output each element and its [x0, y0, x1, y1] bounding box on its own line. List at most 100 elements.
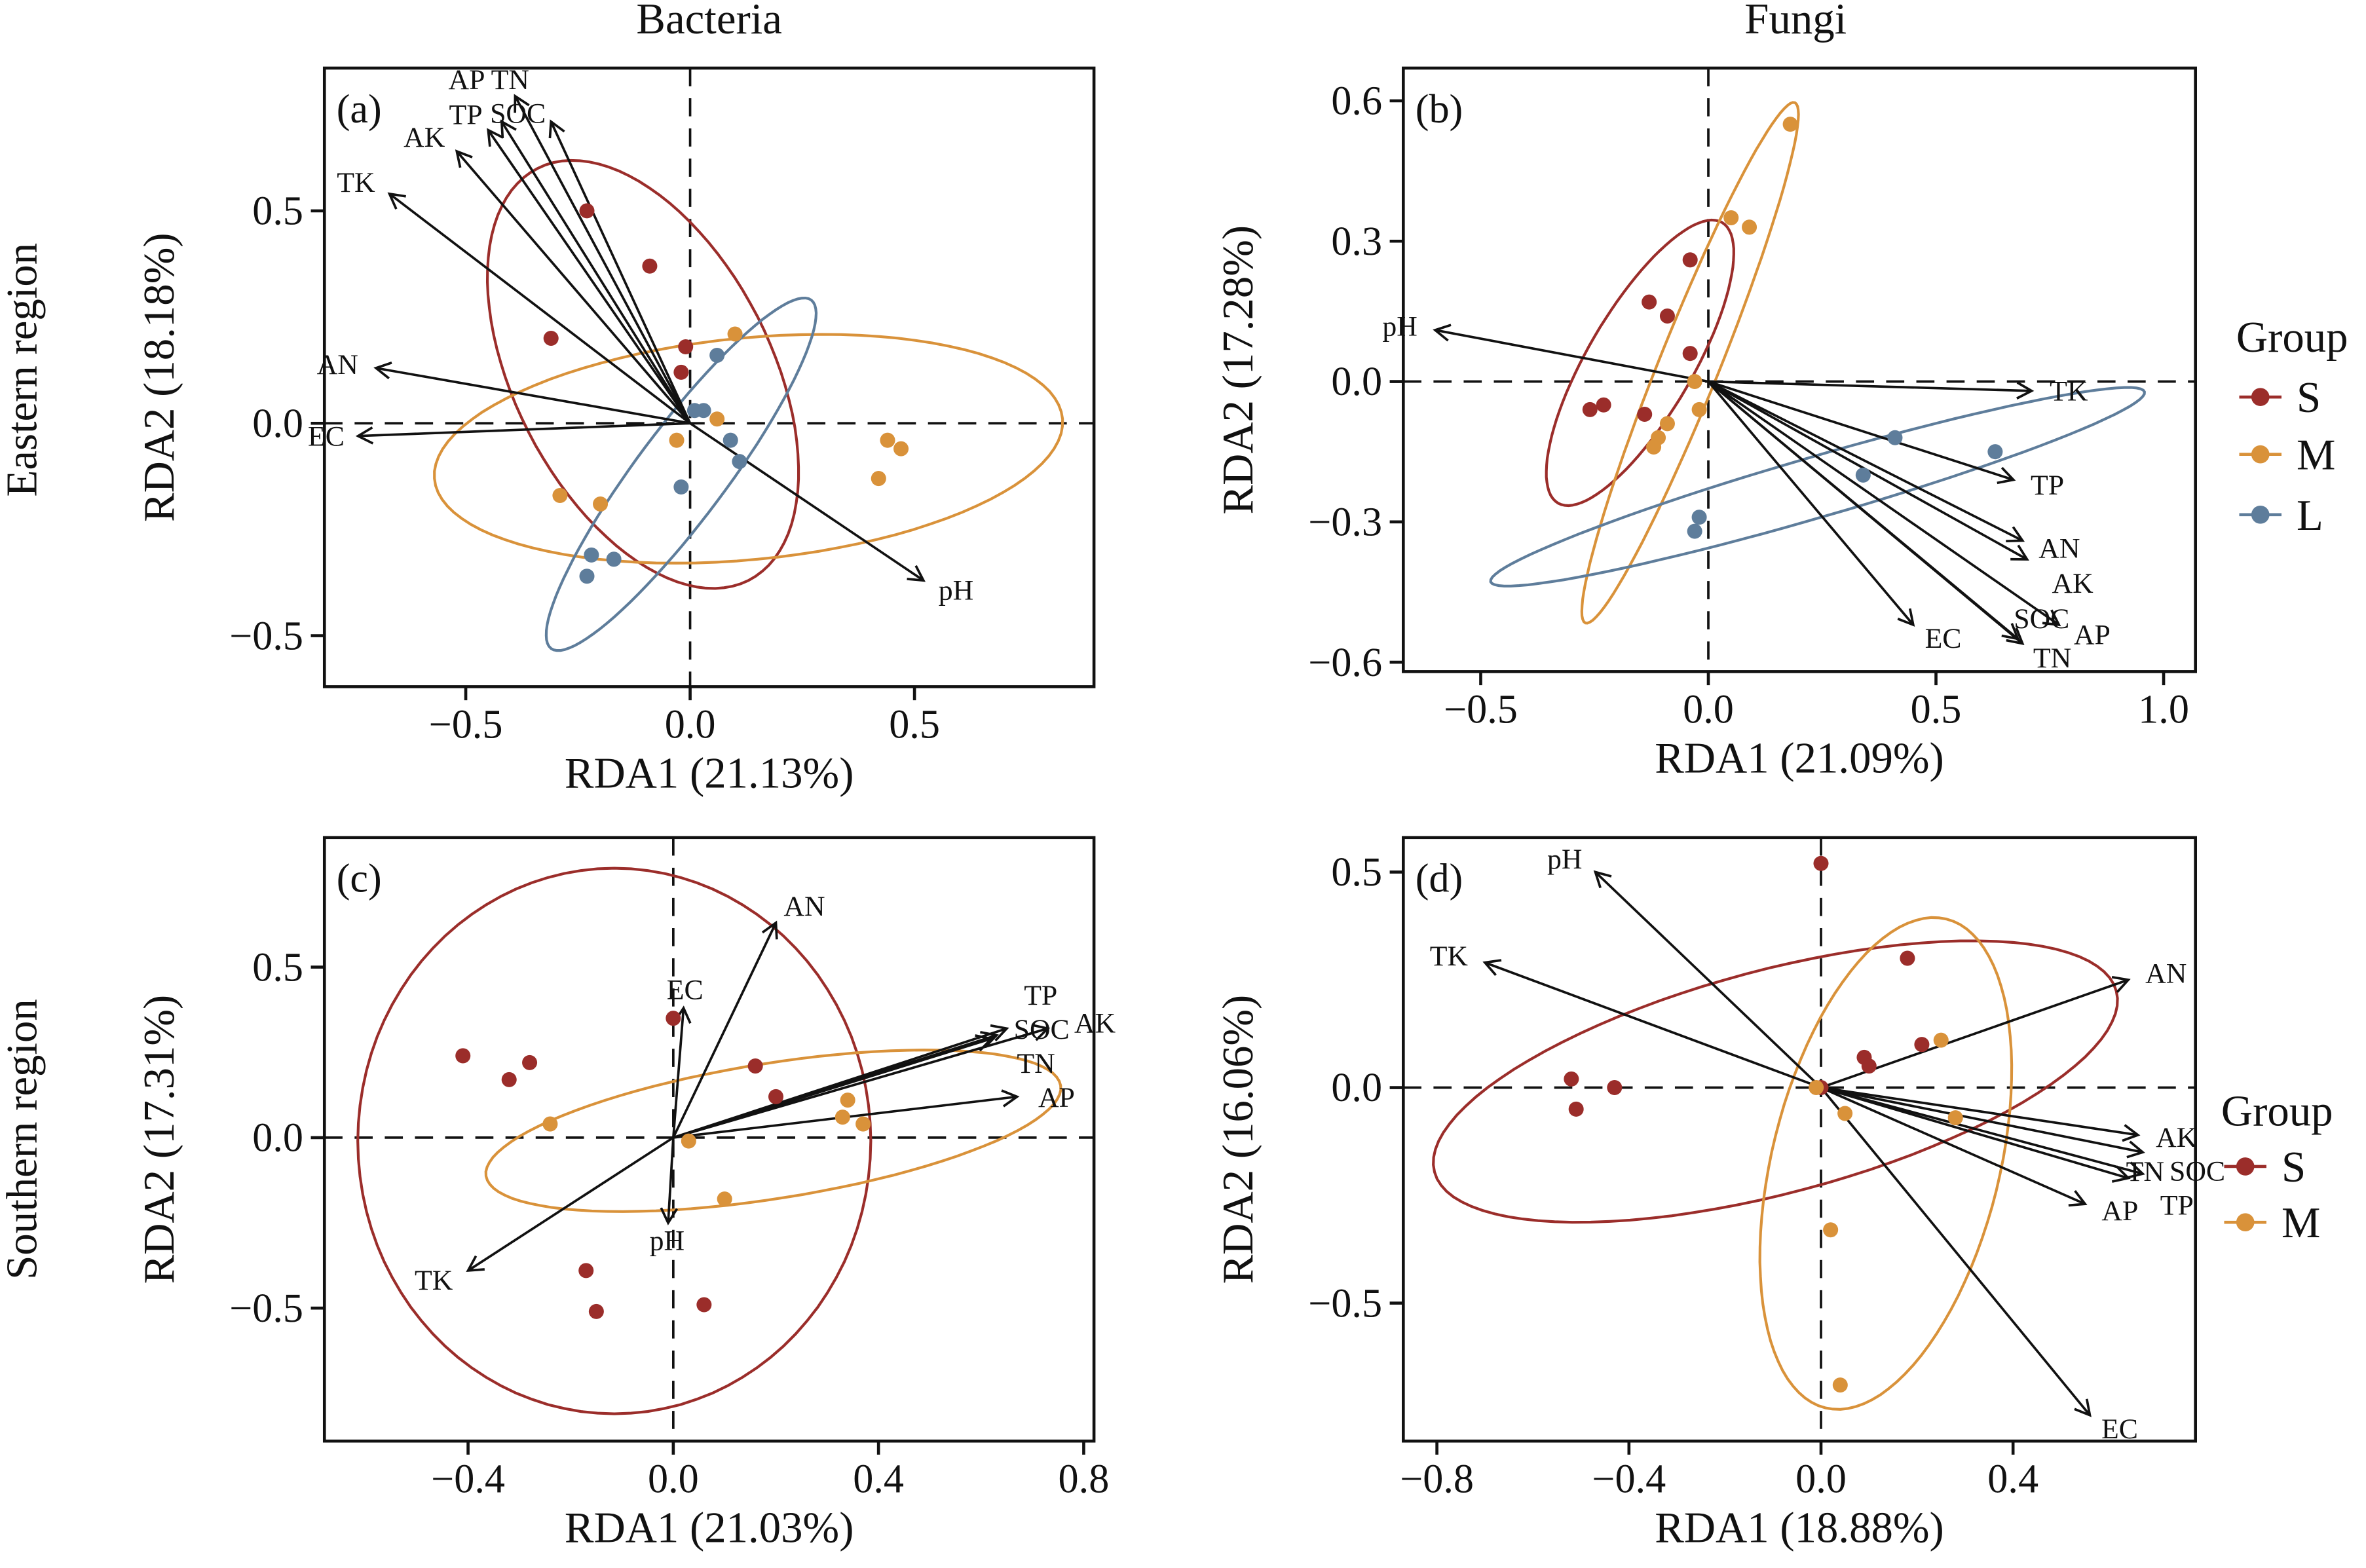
- x-axis-title: RDA1 (21.09%): [1655, 734, 1944, 783]
- env-vector-tp: [673, 1027, 1007, 1139]
- y-axis-title: RDA2 (17.28%): [1214, 225, 1262, 515]
- vector-label: pH: [1382, 311, 1417, 343]
- sample-point-l: [673, 479, 689, 495]
- sample-point-m: [727, 326, 743, 342]
- arrowhead-icon: [500, 119, 517, 139]
- x-axis-title: RDA1 (21.13%): [565, 749, 854, 798]
- arrowhead-icon: [660, 1207, 679, 1225]
- y-tick-label: 0.5: [1331, 850, 1382, 895]
- sample-point-l: [1691, 510, 1707, 525]
- confidence-ellipse-s: [1545, 218, 1735, 508]
- x-tick-label: 0.5: [889, 703, 940, 747]
- sample-point-s: [673, 364, 689, 380]
- y-axis-title: RDA2 (18.18%): [135, 233, 183, 522]
- legend-eastern: Group S M L: [2236, 313, 2348, 540]
- sample-point-l: [1687, 523, 1702, 539]
- sample-point-s: [678, 339, 694, 355]
- env-vector-ph: [1435, 329, 1709, 383]
- vector-label: TP: [2160, 1190, 2194, 1222]
- row-header-eastern: Eastern region: [0, 243, 46, 497]
- y-tick-label: 0.5: [252, 945, 303, 990]
- sample-point-s: [1568, 1101, 1584, 1117]
- arrowhead-icon: [2068, 1190, 2088, 1207]
- y-tick-label: 0.0: [1331, 360, 1382, 404]
- env-vector-ec: [672, 1007, 685, 1138]
- legend-item-l: L: [2239, 491, 2323, 540]
- vector-label: AP: [1038, 1082, 1075, 1113]
- y-tick-label: −0.5: [229, 614, 303, 658]
- vector-label: SOC: [490, 98, 546, 130]
- legend-label: M: [2282, 1199, 2320, 1247]
- env-vector-soc: [550, 121, 692, 424]
- arrowhead-icon: [907, 565, 926, 582]
- confidence-ellipse-m: [1758, 916, 2014, 1411]
- sample-point-l: [696, 403, 711, 419]
- plot-frame: [1402, 66, 2197, 673]
- sample-point-s: [522, 1055, 538, 1070]
- env-vector-ak: [673, 1027, 1049, 1139]
- arrowhead-icon: [355, 426, 374, 445]
- legend-label: S: [2297, 373, 2321, 422]
- sample-point-l: [584, 547, 599, 563]
- plot-frame: [322, 836, 1096, 1443]
- env-vector-ec: [1820, 1087, 2091, 1416]
- sample-point-s: [768, 1089, 784, 1104]
- x-tick-label: −0.8: [1400, 1457, 1474, 1502]
- sample-point-l: [1987, 444, 2003, 460]
- sample-point-m: [1659, 416, 1675, 432]
- vector-label: AN: [2038, 533, 2080, 565]
- legend-label: L: [2297, 491, 2323, 540]
- sample-point-s: [1900, 950, 1915, 966]
- vector-label: AK: [2052, 568, 2094, 599]
- sample-point-s: [1914, 1037, 1930, 1053]
- sample-point-m: [1691, 401, 1707, 417]
- x-tick-label: 0.5: [1911, 688, 1962, 732]
- plot-frame: [322, 66, 1096, 688]
- arrowhead-icon: [1897, 608, 1915, 627]
- y-tick-label: −0.5: [1308, 1281, 1382, 1326]
- legend-label: M: [2297, 431, 2335, 479]
- env-vector-tp: [487, 129, 692, 424]
- x-tick-label: 0.4: [1987, 1457, 2038, 1502]
- x-tick-label: −0.4: [1592, 1457, 1666, 1502]
- sample-point-l: [723, 432, 738, 448]
- panel-letter: (c): [337, 857, 382, 901]
- env-vector-tk: [1708, 380, 2032, 392]
- env-vector-tn: [1820, 1086, 2129, 1180]
- vector-label: AN: [783, 891, 825, 922]
- legend-title: Group: [2236, 313, 2348, 362]
- arrowhead-icon: [2010, 544, 2029, 561]
- column-header-bacteria: Bacteria: [636, 0, 782, 43]
- sample-point-s: [1637, 407, 1653, 422]
- x-tick-label: −0.4: [431, 1457, 505, 1502]
- arrowhead-icon: [980, 1031, 999, 1049]
- sample-point-s: [578, 1263, 594, 1279]
- sample-point-s: [1682, 346, 1698, 362]
- sample-point-s: [1813, 855, 1829, 871]
- sample-point-m: [1933, 1032, 1949, 1048]
- env-vector-tk: [388, 193, 691, 424]
- env-vector-ph: [689, 422, 924, 582]
- env-vector-ec: [358, 422, 690, 438]
- y-tick-label: 0.0: [252, 401, 303, 446]
- y-axis-title: RDA2 (17.31%): [135, 995, 183, 1284]
- vector-label: AK: [2156, 1122, 2198, 1153]
- arrowhead-icon: [373, 362, 392, 380]
- arrowhead-icon: [990, 1024, 1009, 1042]
- y-tick-label: 0.0: [252, 1116, 303, 1161]
- sample-point-m: [855, 1116, 871, 1132]
- x-tick-label: −0.5: [429, 703, 503, 747]
- sample-point-l: [1855, 467, 1871, 483]
- sample-point-s: [455, 1048, 471, 1064]
- arrowhead-icon: [466, 1255, 485, 1273]
- env-vector-ap: [1820, 1086, 2086, 1205]
- arrowhead-icon: [548, 119, 565, 139]
- row-header-southern: Southern region: [0, 999, 46, 1280]
- env-vector-an: [375, 367, 690, 425]
- vector-label: AN: [2145, 958, 2187, 990]
- x-tick-label: 0.4: [853, 1457, 904, 1502]
